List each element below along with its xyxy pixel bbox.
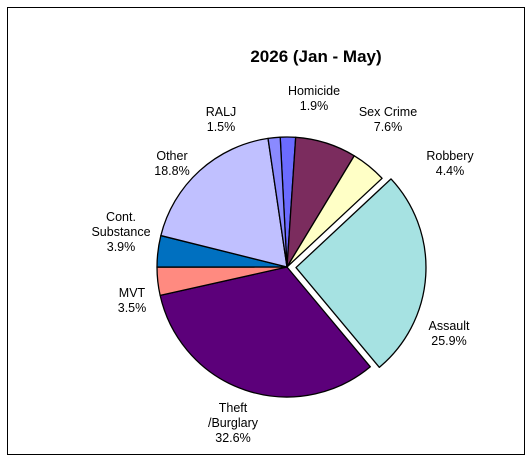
pie-slice-theft [159,266,371,398]
slice-label-line: Homicide [288,84,340,98]
slice-label-mvt: MVT 3.5% [118,286,147,315]
chart-title: 2026 (Jan - May) [250,47,381,66]
slice-label-line: 32.6% [215,431,250,445]
slice-label-robbery: Robbery 4.4% [426,149,474,178]
slice-label-line: 1.9% [300,99,329,113]
slice-label-line: 3.5% [118,301,147,315]
slice-labels: Homicide 1.9% Sex Crime 7.6% Robbery 4.4% Assa… [91,84,474,445]
slice-label-line: 7.6% [374,120,403,134]
slice-label-line: /Burglary [208,416,259,430]
pie-slice-other [160,137,288,268]
slice-label-homicide: Homicide 1.9% [288,84,340,113]
slice-label-assault: Assault 25.9% [429,319,471,348]
slice-label-line: Theft [219,401,248,415]
pie-slices [156,136,427,398]
slice-label-line: Cont. [106,210,136,224]
slice-label-line: Assault [429,319,471,333]
slice-label-cont: Cont. Substance 3.9% [91,210,150,254]
slice-label-line: 1.5% [207,120,236,134]
pie-slice-robbery [286,155,383,268]
slice-label-line: Other [156,149,187,163]
slice-label-theft: Theft/Burglary 32.6% [208,401,259,445]
pie-slice-ralj [267,136,288,268]
slice-label-ralj: RALJ 1.5% [206,105,237,134]
pie-slice-assault [295,178,427,368]
slice-label-line: MVT [119,286,146,300]
slice-label-line: Sex Crime [359,105,417,119]
slice-label-line: 25.9% [431,334,466,348]
slice-label-line: 18.8% [154,164,189,178]
slice-label-line: 4.4% [436,164,465,178]
slice-label-sex-crime: Sex Crime 7.6% [359,105,417,134]
slice-label-line: 3.9% [107,240,136,254]
slice-label-line: Robbery [426,149,474,163]
slice-label-other: Other 18.8% [154,149,189,178]
slice-label-line: RALJ [206,105,237,119]
slice-label-line: Substance [91,225,150,239]
